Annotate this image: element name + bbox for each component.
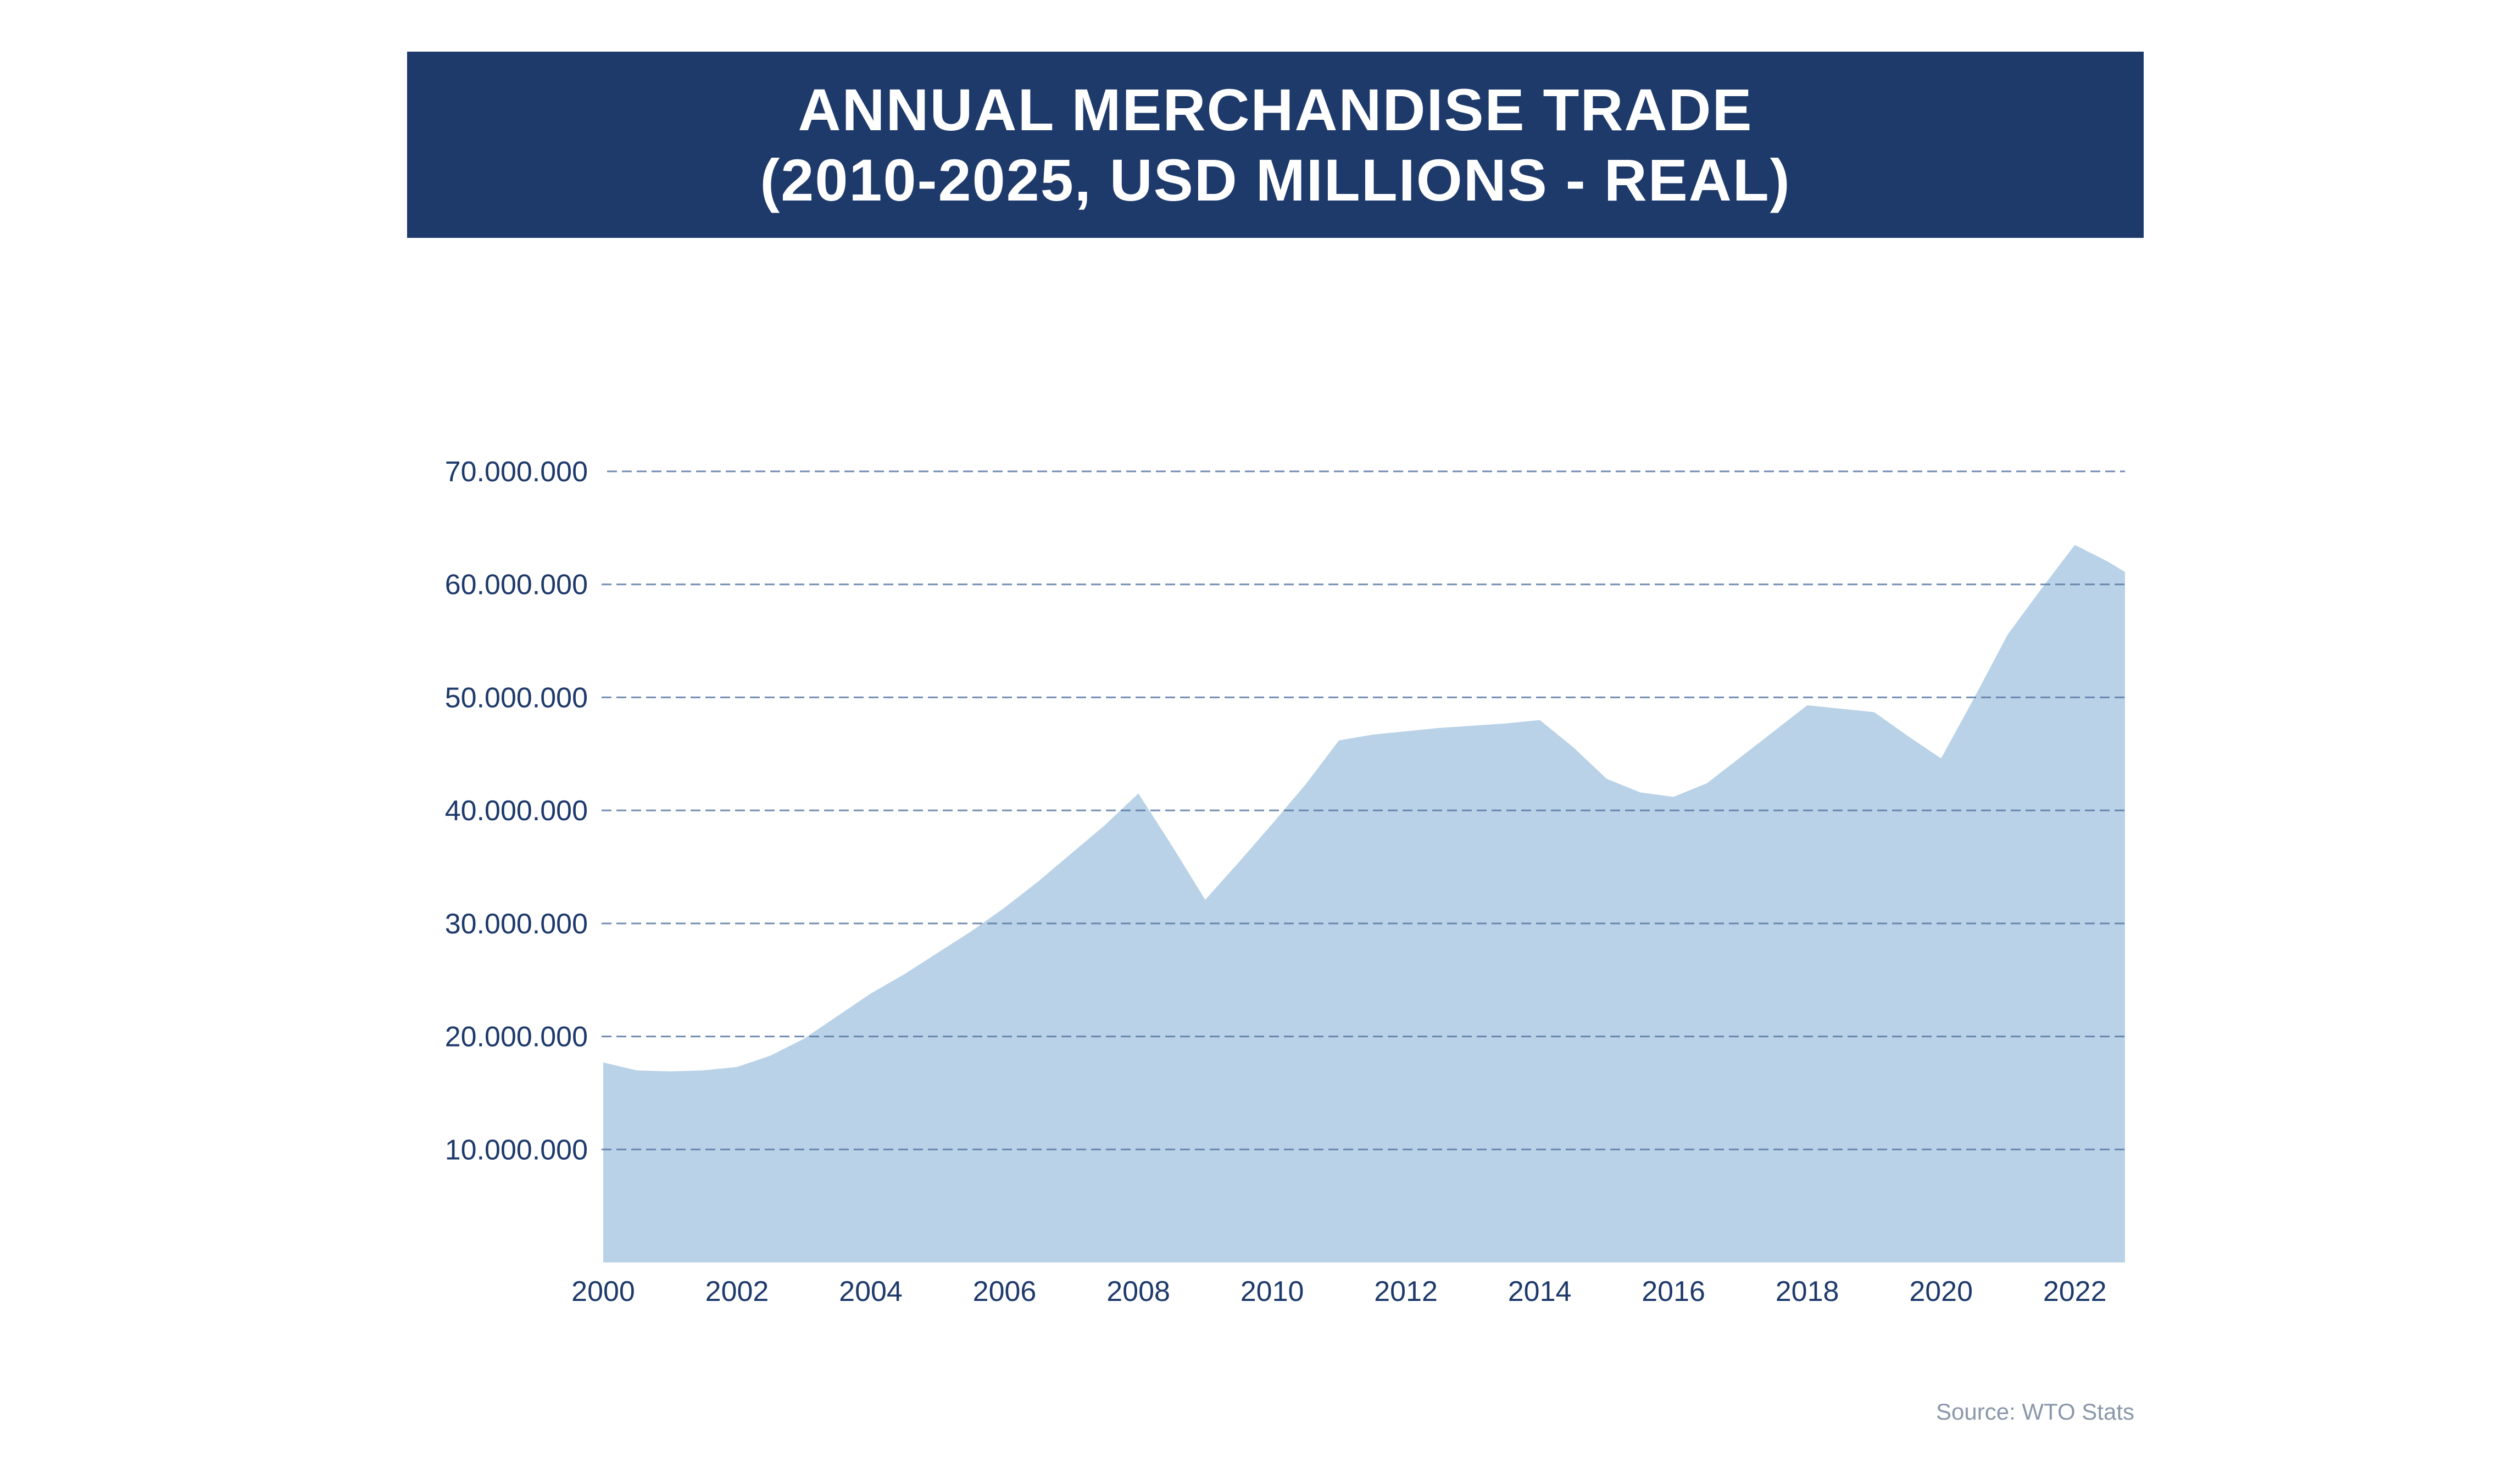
x-tick-label: 2016 (1642, 1276, 1705, 1308)
y-tick-label: 60.000.000 (445, 569, 588, 601)
x-tick-label: 2012 (1374, 1276, 1438, 1308)
area-layer (603, 544, 2125, 1263)
chart-title-line-1: ANNUAL MERCHANDISE TRADE (798, 76, 1753, 143)
y-tick-label: 20.000.000 (445, 1021, 588, 1053)
y-tick-label: 70.000.000 (445, 456, 588, 488)
grid-layer (602, 470, 2125, 1150)
x-axis-ticks: 2000 2002 2004 2006 2008 2010 2012 2014 2016 2018… (571, 1276, 2106, 1308)
x-tick-label: 2020 (1909, 1276, 1973, 1308)
area-series (603, 544, 2125, 1263)
source-note: Source: WTO Stats (1936, 1399, 2134, 1425)
x-tick-label: 2004 (839, 1276, 903, 1308)
x-tick-label: 2018 (1776, 1276, 1839, 1308)
y-tick-label: 10.000.000 (445, 1134, 588, 1166)
y-tick-label: 50.000.000 (445, 682, 588, 714)
chart-title-line-2: (2010-2025, USD MILLIONS - REAL) (760, 146, 1791, 213)
x-tick-label: 2014 (1508, 1276, 1572, 1308)
y-axis-ticks: 10.000.000 20.000.000 30.000.000 40.000.000… (445, 456, 588, 1166)
x-tick-label: 2008 (1106, 1276, 1170, 1308)
x-tick-label: 2002 (705, 1276, 769, 1308)
x-tick-label: 2006 (973, 1276, 1037, 1308)
x-tick-label: 2010 (1240, 1276, 1304, 1308)
title-banner: ANNUAL MERCHANDISE TRADE (2010-2025, USD… (407, 52, 2144, 238)
y-tick-label: 30.000.000 (445, 908, 588, 940)
x-tick-label: 2000 (571, 1276, 635, 1308)
y-tick-label: 40.000.000 (445, 795, 588, 827)
x-tick-label: 2022 (2043, 1276, 2107, 1308)
